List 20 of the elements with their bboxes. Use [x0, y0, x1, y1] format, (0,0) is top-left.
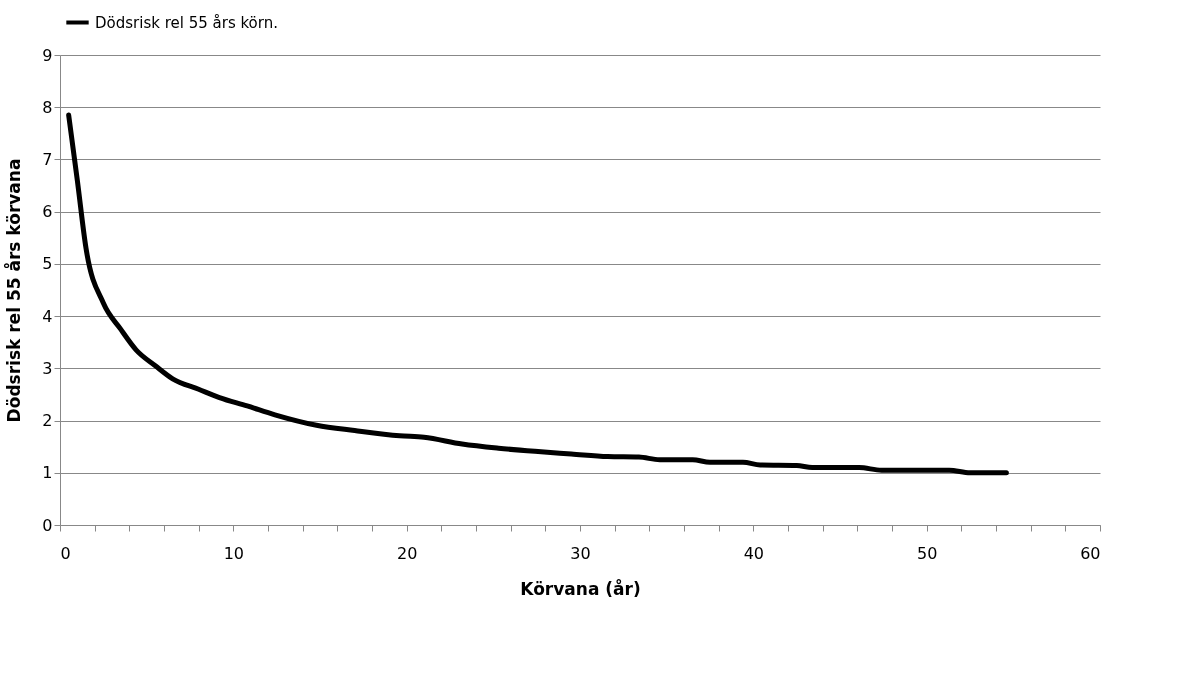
y-tick-label: 1 — [42, 463, 53, 483]
x-tick-label: 10 — [223, 543, 245, 563]
y-tick-label: 0 — [42, 515, 53, 535]
y-tick-label: 4 — [42, 306, 53, 326]
x-axis-title: Körvana (år) — [520, 577, 641, 599]
x-tick-label: 30 — [570, 543, 591, 563]
y-axis-title: Dödsrisk rel 55 års körvana — [3, 158, 25, 423]
y-tick-label: 7 — [42, 149, 53, 169]
y-tick-label: 6 — [42, 202, 53, 222]
y-tick-label: 9 — [42, 45, 53, 65]
x-tick-label: 40 — [743, 543, 765, 563]
y-tick-label: 5 — [42, 254, 53, 274]
x-tick-label: 0 — [60, 543, 71, 563]
x-tick-label: 50 — [916, 543, 938, 563]
y-tick-label: 3 — [42, 358, 53, 378]
x-tick-label: 60 — [1080, 543, 1101, 563]
y-tick-label: 8 — [42, 97, 53, 117]
legend-label: Dödsrisk rel 55 års körn. — [95, 13, 278, 32]
x-tick-label: 20 — [396, 543, 418, 563]
y-tick-label: 2 — [42, 411, 53, 431]
